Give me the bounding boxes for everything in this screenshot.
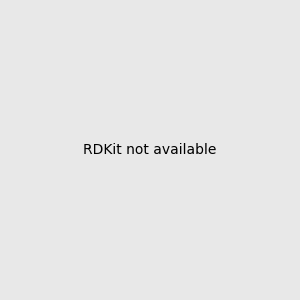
Text: RDKit not available: RDKit not available: [83, 143, 217, 157]
